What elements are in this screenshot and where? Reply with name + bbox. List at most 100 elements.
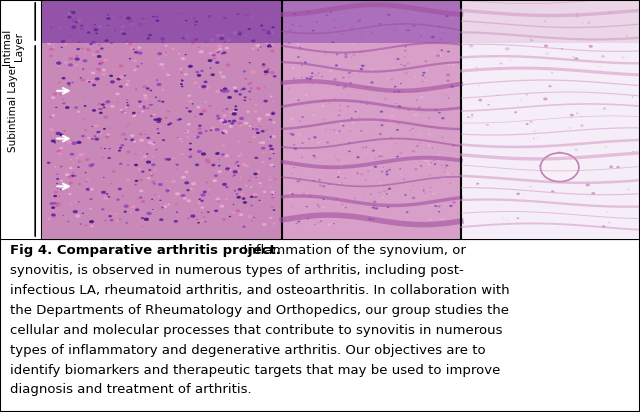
Ellipse shape xyxy=(94,124,99,127)
Ellipse shape xyxy=(216,51,220,53)
Ellipse shape xyxy=(333,78,337,81)
Ellipse shape xyxy=(222,69,223,70)
Ellipse shape xyxy=(130,138,134,141)
Ellipse shape xyxy=(561,48,563,49)
Ellipse shape xyxy=(273,166,275,167)
Ellipse shape xyxy=(181,176,186,179)
Ellipse shape xyxy=(138,23,139,24)
Ellipse shape xyxy=(205,42,207,43)
Ellipse shape xyxy=(98,26,102,28)
Ellipse shape xyxy=(352,54,356,56)
Ellipse shape xyxy=(53,195,57,197)
Ellipse shape xyxy=(180,153,184,155)
Ellipse shape xyxy=(68,182,73,185)
Ellipse shape xyxy=(449,182,452,184)
Ellipse shape xyxy=(451,63,455,66)
Ellipse shape xyxy=(543,98,548,101)
Ellipse shape xyxy=(161,89,164,91)
Ellipse shape xyxy=(142,85,147,88)
Ellipse shape xyxy=(540,153,579,182)
Ellipse shape xyxy=(200,220,204,222)
Ellipse shape xyxy=(586,184,590,187)
Ellipse shape xyxy=(118,150,121,152)
Ellipse shape xyxy=(138,23,143,26)
Ellipse shape xyxy=(111,47,113,48)
Ellipse shape xyxy=(238,93,242,96)
Ellipse shape xyxy=(119,163,122,165)
Ellipse shape xyxy=(262,29,265,31)
Ellipse shape xyxy=(269,148,274,151)
Ellipse shape xyxy=(200,70,204,72)
Ellipse shape xyxy=(221,153,225,156)
Ellipse shape xyxy=(70,11,73,13)
Ellipse shape xyxy=(232,112,237,116)
Ellipse shape xyxy=(232,176,234,177)
Ellipse shape xyxy=(193,82,198,84)
Ellipse shape xyxy=(141,217,144,219)
Ellipse shape xyxy=(270,21,272,23)
Ellipse shape xyxy=(141,226,143,227)
Ellipse shape xyxy=(544,21,546,22)
Ellipse shape xyxy=(189,42,190,43)
Ellipse shape xyxy=(268,145,273,147)
Ellipse shape xyxy=(262,63,265,66)
Ellipse shape xyxy=(101,191,106,194)
Ellipse shape xyxy=(317,12,318,13)
Ellipse shape xyxy=(220,205,225,208)
Ellipse shape xyxy=(185,171,189,173)
Ellipse shape xyxy=(143,94,147,97)
Ellipse shape xyxy=(233,174,236,176)
Ellipse shape xyxy=(337,159,340,162)
Ellipse shape xyxy=(371,68,374,70)
Ellipse shape xyxy=(441,93,443,94)
Ellipse shape xyxy=(109,75,113,77)
Ellipse shape xyxy=(194,116,196,117)
Ellipse shape xyxy=(258,182,262,184)
Ellipse shape xyxy=(432,193,435,195)
Ellipse shape xyxy=(493,30,495,32)
Ellipse shape xyxy=(451,17,454,19)
Ellipse shape xyxy=(555,44,557,46)
Ellipse shape xyxy=(122,26,124,28)
Ellipse shape xyxy=(396,103,397,104)
Ellipse shape xyxy=(212,61,214,62)
Ellipse shape xyxy=(127,164,129,166)
Ellipse shape xyxy=(134,180,138,182)
Ellipse shape xyxy=(61,40,65,43)
Ellipse shape xyxy=(248,180,251,182)
Ellipse shape xyxy=(245,35,248,37)
Ellipse shape xyxy=(533,130,536,133)
Ellipse shape xyxy=(133,206,135,207)
Ellipse shape xyxy=(257,120,260,122)
Ellipse shape xyxy=(75,214,81,218)
Ellipse shape xyxy=(54,166,56,168)
Ellipse shape xyxy=(388,187,391,190)
Ellipse shape xyxy=(360,173,364,176)
Ellipse shape xyxy=(269,150,273,152)
Ellipse shape xyxy=(308,77,312,80)
Ellipse shape xyxy=(423,189,424,190)
Ellipse shape xyxy=(410,190,412,191)
Ellipse shape xyxy=(198,47,200,48)
Ellipse shape xyxy=(352,50,354,51)
Ellipse shape xyxy=(449,108,451,109)
Ellipse shape xyxy=(113,68,115,70)
Ellipse shape xyxy=(126,80,131,82)
Ellipse shape xyxy=(154,183,156,185)
Ellipse shape xyxy=(75,57,80,61)
Ellipse shape xyxy=(486,124,489,126)
Ellipse shape xyxy=(179,68,182,70)
Ellipse shape xyxy=(336,54,338,55)
Ellipse shape xyxy=(269,119,272,121)
Ellipse shape xyxy=(288,192,289,193)
Ellipse shape xyxy=(415,22,416,23)
Ellipse shape xyxy=(58,82,61,83)
Ellipse shape xyxy=(117,98,118,99)
Ellipse shape xyxy=(264,87,266,88)
Ellipse shape xyxy=(91,71,95,74)
Ellipse shape xyxy=(251,124,253,125)
Ellipse shape xyxy=(431,36,435,38)
Ellipse shape xyxy=(417,145,419,147)
Ellipse shape xyxy=(209,194,211,195)
Ellipse shape xyxy=(189,100,193,103)
